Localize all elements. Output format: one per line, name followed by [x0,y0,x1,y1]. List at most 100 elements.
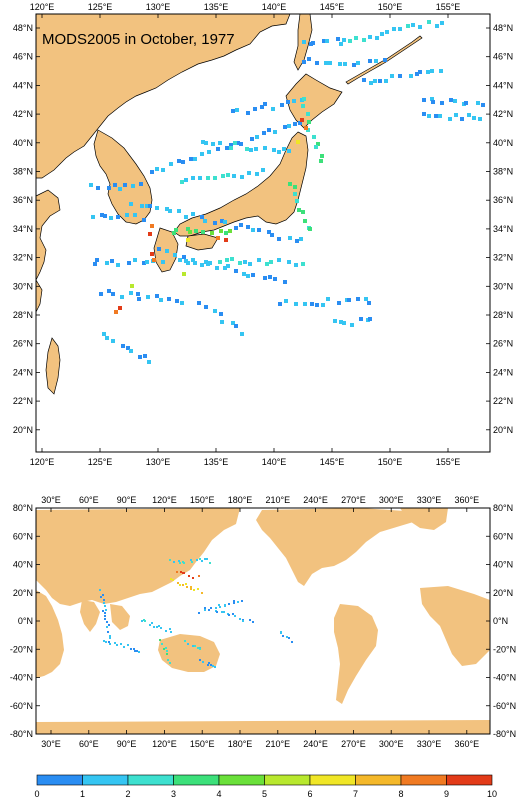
map-title: MODS2005 in October, 1977 [42,31,235,48]
global-lat-label-left: 60°N [13,531,33,541]
global-lat-label-right: -40°N [493,673,516,683]
obs-cell [172,231,176,235]
obs-cell [216,236,220,240]
obs-cell [182,584,184,586]
obs-cell [356,61,360,65]
obs-cell [220,320,224,324]
regional-lat-label-right: 24°N [493,367,513,377]
obs-cell [178,560,180,562]
obs-cell [180,301,184,305]
obs-cell [312,135,316,139]
regional-lat-label-right: 32°N [493,253,513,263]
global-lon-label-bottom: 300°E [379,739,404,749]
obs-cell [449,98,453,102]
obs-cell [229,143,233,147]
colorbar-label: 3 [171,789,176,799]
colorbar-box [264,774,311,786]
obs-cell [138,355,142,359]
obs-cell [123,646,125,648]
obs-cell [200,152,204,156]
obs-cell [347,298,351,302]
obs-cell [246,225,250,229]
obs-cell [188,575,190,577]
india-shape [80,600,100,632]
obs-cell [373,79,377,83]
obs-cell [111,339,115,343]
greenland-shape [400,508,448,530]
regional-lon-label-top: 145°E [320,2,345,12]
regional-lat-label-right: 20°N [493,425,513,435]
obs-cell [219,606,221,608]
obs-cell [109,637,111,639]
obs-cell [448,117,452,121]
obs-cell [200,263,204,267]
obs-cell [226,264,230,268]
obs-cell [320,154,324,158]
obs-cell [91,215,95,219]
obs-cell [207,664,209,666]
obs-cell [302,40,306,44]
obs-cell [225,146,229,150]
regional-lat-label-right: 44°N [493,80,513,90]
obs-cell [409,74,413,78]
obs-cell [193,589,195,591]
obs-cell [113,183,117,187]
obs-cell [282,147,286,151]
regional-lat-label-right: 38°N [493,167,513,177]
colorbar-box [355,774,402,786]
obs-cell [385,30,389,34]
obs-cell [142,218,146,222]
obs-cell [364,297,368,301]
obs-cell [183,562,185,564]
obs-cell [380,32,384,36]
obs-cell [179,562,181,564]
regional-lat-label-left: 30°N [13,281,33,291]
global-lon-label-top: 180°E [228,495,253,505]
obs-cell [189,157,193,161]
obs-cell [186,586,188,588]
obs-cell [288,637,290,639]
obs-cell [368,35,372,39]
north-america-shape [256,508,420,586]
obs-cell [277,258,281,262]
obs-cell [368,317,372,321]
obs-cell [224,238,228,242]
obs-cell [198,176,202,180]
obs-cell [339,42,343,46]
obs-cell [177,582,179,584]
obs-cell [157,247,161,251]
obs-cell [178,258,182,262]
obs-cell [207,150,211,154]
regional-lat-label-left: 36°N [13,195,33,205]
obs-cell [392,27,396,31]
obs-cell [338,62,342,66]
obs-cell [369,81,373,85]
global-lon-label-bottom: 270°E [341,739,366,749]
obs-cell [246,111,250,115]
obs-cell [127,261,131,265]
obs-cell [273,277,277,281]
obs-cell [212,665,214,667]
obs-cell [287,149,291,153]
obs-cell [191,212,195,216]
obs-cell [193,261,197,265]
obs-cell [203,219,207,223]
regional-lon-label-top: 155°E [436,2,461,12]
obs-cell [288,182,292,186]
obs-cell [325,39,329,43]
obs-cell [191,561,193,563]
obs-cell [134,650,136,652]
obs-cell [155,206,159,210]
global-map-land [36,508,490,734]
obs-cell [165,207,169,211]
obs-cell [174,228,178,232]
regional-lat-label-left: 34°N [13,224,33,234]
obs-cell [144,620,146,622]
obs-cell [278,302,282,306]
global-lon-label-bottom: 90°E [117,739,137,749]
obs-cell [211,142,215,146]
obs-cell [277,150,281,154]
obs-cell [123,183,127,187]
obs-cell [197,588,199,590]
regional-map: 120°E 120°E 125°E 125°E 130°E 130°E 135°E 135°E… [13,2,513,467]
